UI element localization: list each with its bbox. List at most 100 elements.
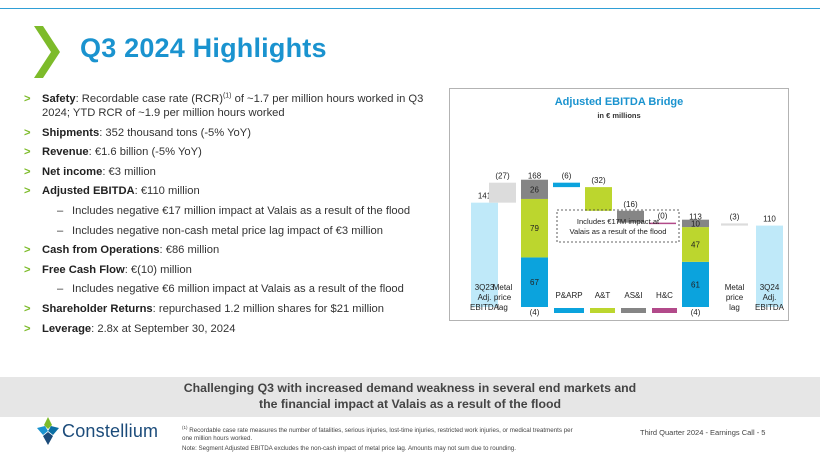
top-rule — [0, 8, 820, 9]
ebitda-total-bar — [756, 225, 783, 307]
segment-bar-at — [521, 198, 548, 258]
annotation-text: Includes €17M impact at — [577, 217, 660, 226]
sub-bullet-valais-ebitda: – Includes negative €17 million impact a… — [24, 204, 444, 218]
bullet-label: Safety — [42, 93, 76, 105]
bullet-text: : repurchased 1.2 million shares for $21… — [152, 302, 384, 315]
bullet-shareholder-returns: > Shareholder Returns: repurchased 1.2 m… — [24, 302, 444, 316]
segment-bar-at — [682, 227, 709, 262]
bar-value-label: 113 — [689, 212, 702, 221]
legend-label: H&C — [656, 291, 673, 300]
bullet-text: : €(10) million — [124, 263, 192, 276]
bullet-text: : €86 million — [159, 244, 220, 257]
footnote-marker: (1) — [182, 425, 188, 430]
sub-bullet-text: Includes negative €17 million impact at … — [72, 204, 411, 217]
sub-bullet-metal-lag: – Includes negative non-cash metal price… — [24, 224, 444, 238]
category-axis-label: Adj. — [478, 293, 492, 302]
sub-bullet-dash: – — [57, 204, 64, 217]
bullet-label: Adjusted EBITDA — [42, 185, 135, 198]
bar-value-label: 141 — [478, 192, 492, 201]
footer-page-info: Third Quarter 2024 - Earnings Call - 5 — [640, 428, 766, 437]
bullet-text: : €1.6 billion (-5% YoY) — [88, 146, 202, 159]
bullet-free-cash-flow: > Free Cash Flow: €(10) million — [24, 263, 444, 277]
bullet-shipments: > Shipments: 352 thousand tons (-5% YoY) — [24, 126, 444, 140]
summary-banner — [0, 377, 820, 417]
category-axis-label: price — [726, 293, 744, 302]
bullet-arrow-icon: > — [24, 322, 31, 335]
segment-bar-parp — [682, 261, 709, 307]
footnote-text: Recordable case rate measures the number… — [182, 427, 573, 443]
bullet-text: : €110 million — [134, 185, 200, 198]
bar-value-label: (3) — [730, 212, 740, 221]
category-axis-label: Adj. — [763, 293, 777, 302]
legend-label: AS&I — [624, 291, 642, 300]
annotation-box — [556, 209, 680, 243]
bar-value-label: (32) — [591, 176, 606, 185]
legend-swatch-at — [590, 308, 615, 313]
constellium-logo: Constellium — [37, 417, 167, 447]
bullet-arrow-icon: > — [24, 165, 31, 178]
bullet-label: Shareholder Returns — [42, 302, 153, 315]
delta-bar — [649, 222, 676, 225]
bar-value-label: (27) — [495, 172, 510, 181]
segment-bar-asi — [682, 219, 709, 228]
legend-label: P&ARP — [555, 291, 582, 300]
bullet-arrow-icon: > — [24, 146, 31, 159]
category-axis-label: lag — [497, 303, 508, 312]
bullet-net-income: > Net income: €3 million — [24, 165, 444, 179]
delta-bar — [585, 187, 612, 211]
bullet-arrow-icon: > — [24, 126, 31, 139]
chart-subtitle: in € millions — [597, 111, 641, 120]
bar-value-label: 168 — [528, 172, 542, 181]
bullet-leverage: > Leverage: 2.8x at September 30, 2024 — [24, 322, 444, 336]
segment-value-label: 79 — [530, 224, 539, 233]
bullet-label: Shipments — [42, 126, 100, 139]
segment-value-label: (4) — [530, 308, 540, 317]
legend-swatch-parp — [554, 308, 584, 313]
banner-line-1: Challenging Q3 with increased demand wea… — [183, 381, 637, 395]
bullet-label: Free Cash Flow — [42, 263, 125, 276]
bullet-label: Net income — [42, 165, 103, 178]
bar-value-label: 110 — [763, 215, 776, 224]
bullet-cash-from-operations: > Cash from Operations: €86 million — [24, 243, 444, 257]
bullet-arrow-icon: > — [24, 302, 31, 315]
legend-label: A&T — [595, 291, 611, 300]
delta-bar — [721, 223, 748, 226]
bullet-label: Revenue — [42, 146, 89, 159]
bullet-adjusted-ebitda: > Adjusted EBITDA: €110 million — [24, 184, 444, 198]
summary-banner-text: Challenging Q3 with increased demand wea… — [0, 380, 820, 412]
category-axis-label: price — [494, 293, 512, 302]
sub-bullet-text: Includes negative €6 million impact at V… — [72, 283, 404, 296]
footnote-ref: (1) — [222, 92, 232, 100]
legend-swatch-asi — [621, 308, 646, 313]
bullet-text: : Recordable case rate (RCR) — [75, 93, 223, 105]
category-axis-label: Metal — [493, 283, 513, 292]
footnote-2: Note: Segment Adjusted EBITDA excludes t… — [182, 445, 516, 452]
page-title: Q3 2024 Highlights — [80, 33, 327, 63]
bullet-text: : 2.8x at September 30, 2024 — [91, 322, 236, 335]
segment-value-label: 61 — [691, 280, 700, 289]
category-axis-label: 3Q24 — [760, 283, 780, 292]
category-axis-label: Metal — [725, 283, 745, 292]
constellium-star-icon — [37, 417, 59, 445]
sub-bullet-dash: – — [57, 224, 64, 237]
bar-value-label: (0) — [658, 212, 668, 221]
bullet-text: of ~1.7 per million hours worked in Q3 2… — [42, 93, 424, 119]
bullet-safety: > Safety: Recordable case rate (RCR)(1) … — [24, 92, 444, 120]
footnote-1: (1) Recordable case rate measures the nu… — [182, 424, 582, 443]
ebitda-bridge-chart: 1413Q23Adj.EBITDA(27)Metalpricelag677926… — [470, 172, 785, 317]
category-axis-label: 3Q23 — [475, 283, 495, 292]
bullet-arrow-icon: > — [24, 185, 31, 198]
bullet-text: : €3 million — [102, 165, 156, 178]
highlights-list: > Safety: Recordable case rate (RCR)(1) … — [24, 92, 444, 341]
bar-value-label: (6) — [562, 172, 572, 181]
brand-name: Constellium — [62, 421, 159, 441]
bullet-label: Cash from Operations — [42, 244, 160, 257]
sub-bullet-text: Includes negative non-cash metal price l… — [72, 224, 383, 237]
segment-value-label: 10 — [691, 220, 700, 229]
delta-bar — [553, 182, 580, 188]
sub-bullet-dash: – — [57, 283, 64, 296]
bullet-arrow-icon: > — [24, 244, 31, 257]
segment-bar-parp — [521, 257, 548, 307]
category-axis-label: EBITDA — [470, 303, 500, 312]
bullet-arrow-icon: > — [24, 263, 31, 276]
